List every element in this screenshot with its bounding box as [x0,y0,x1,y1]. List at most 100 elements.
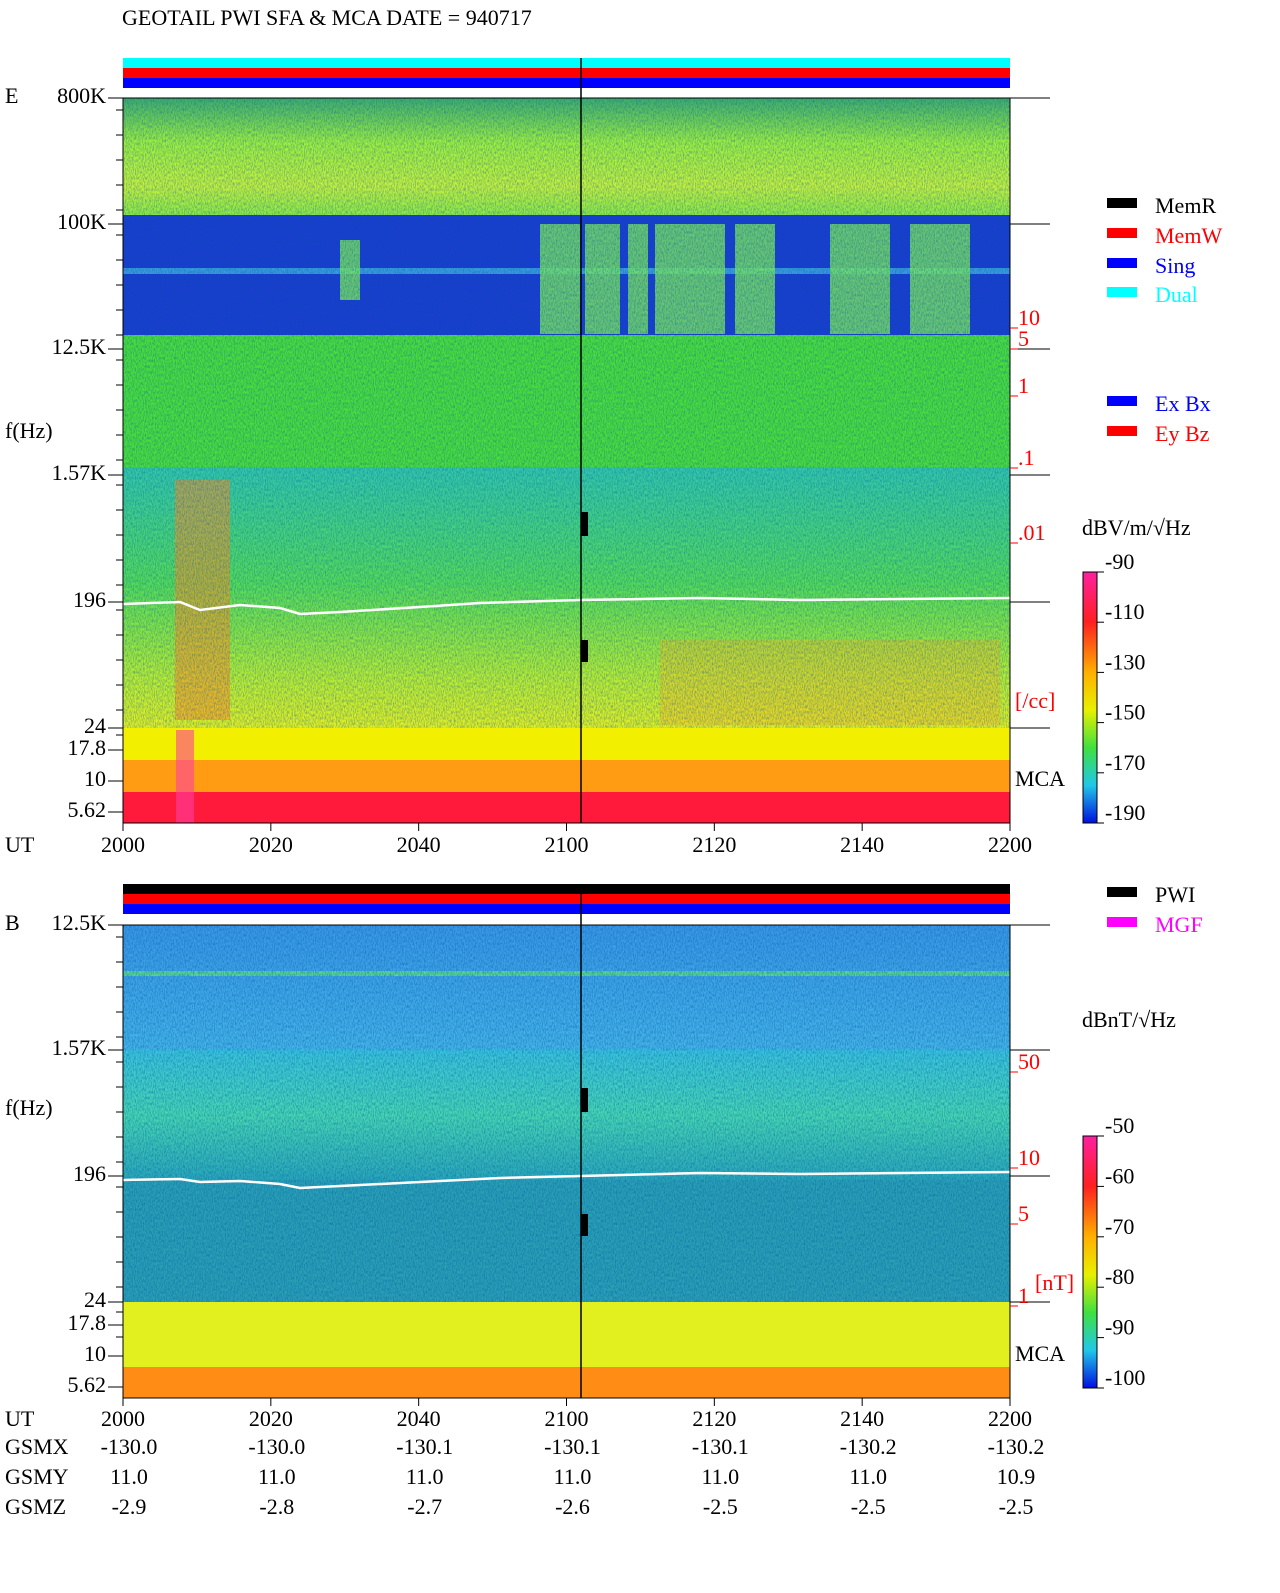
mode-bar [123,904,1010,914]
data-gap [581,512,588,536]
orbit-name: GSMX [5,1434,69,1459]
orbit-value: -2.7 [407,1494,442,1519]
density-tick-label: 10 [1018,305,1040,330]
x-tick-label: 2200 [988,832,1032,857]
y-tick-label: 1.57K [52,1035,107,1060]
orbit-value: 11.0 [554,1464,592,1489]
mca-label: MCA [1015,766,1065,791]
legend-label: MemR [1155,193,1216,218]
x-tick-label: 2000 [101,1406,145,1431]
y-tick-label: 800K [57,83,106,108]
colorbar-tick-label: -50 [1105,1113,1134,1138]
x-tick-label: 2040 [397,832,441,857]
x-tick-label: 2120 [692,1406,736,1431]
orbit-value: -130.0 [248,1434,305,1459]
orbit-value: -2.6 [555,1494,590,1519]
orbit-value: -130.1 [544,1434,601,1459]
orbit-value: -130.2 [840,1434,897,1459]
y-axis-label: f(Hz) [5,418,53,443]
y-tick-label: 17.8 [68,735,107,760]
colorbar-tick-label: -100 [1105,1365,1145,1390]
legend-label: Ex Bx [1155,391,1211,416]
colorbar-tick-label: -60 [1105,1163,1134,1188]
legend-label: Ey Bz [1155,421,1210,446]
y-tick-label: 5.62 [68,1372,107,1397]
orbit-value: 11.0 [406,1464,444,1489]
colorbar-tick-label: -110 [1105,599,1145,624]
spectrum-band [123,1367,1010,1398]
orbit-value: -2.5 [851,1494,886,1519]
mode-bar [123,58,1010,68]
panel-label: E [5,83,18,108]
density-unit: [/cc] [1015,688,1055,713]
colorbar [1082,1135,1098,1389]
title: GEOTAIL PWI SFA & MCA DATE = 940717 [122,5,532,30]
legend-label: MGF [1155,912,1203,937]
colorbar-tick-label: -190 [1105,800,1145,825]
colorbar-tick-label: -90 [1105,1315,1134,1340]
x-tick-label: 2200 [988,1406,1032,1431]
legend-label: MemW [1155,223,1222,248]
orbit-value: 11.0 [110,1464,148,1489]
orbit-value: -2.5 [703,1494,738,1519]
mode-bar [123,884,1010,894]
spectrum-band [123,728,1010,760]
orbit-value: -2.5 [999,1494,1034,1519]
spectrum-burst [176,730,194,823]
colorbar-tick-label: -130 [1105,649,1145,674]
orbit-value: -2.8 [259,1494,294,1519]
colorbar-label: dBV/m/√Hz [1082,515,1191,540]
y-tick-label: 24 [84,1287,106,1312]
spectrum-noise [123,98,1010,728]
x-tick-label: 2020 [249,1406,293,1431]
x-tick-label: 2140 [840,1406,884,1431]
y-tick-label: 17.8 [68,1310,107,1335]
density-tick-label: .1 [1018,445,1035,470]
x-tick-label: 2000 [101,832,145,857]
legend-swatch [1107,258,1137,268]
y-tick-label: 100K [57,209,106,234]
colorbar-tick-label: -90 [1105,549,1134,574]
legend-swatch [1107,917,1137,927]
density-line [122,596,1011,616]
y-axis-label: f(Hz) [5,1095,53,1120]
colorbar-tick-label: -70 [1105,1214,1134,1239]
density-tick-label: 10 [1018,1145,1040,1170]
mode-bar [123,78,1010,88]
mca-label: MCA [1015,1341,1065,1366]
colorbar-tick-label: -150 [1105,700,1145,725]
data-gap [581,1214,588,1236]
x-tick-label: 2120 [692,832,736,857]
colorbar-label: dBnT/√Hz [1082,1007,1176,1032]
density-tick-label: 1 [1018,1283,1029,1308]
density-tick-label: .01 [1018,520,1046,545]
orbit-value: -2.9 [112,1494,147,1519]
y-tick-label: 10 [84,766,106,791]
y-tick-label: 196 [73,587,106,612]
density-tick-label: 50 [1018,1049,1040,1074]
y-tick-label: 196 [73,1161,106,1186]
y-tick-label: 12.5K [52,334,107,359]
colorbar-tick-label: -80 [1105,1264,1134,1289]
mode-bar [123,68,1010,78]
legend-swatch [1107,287,1137,297]
x-axis-label: UT [5,832,35,857]
legend-swatch [1107,887,1137,897]
y-tick-label: 12.5K [52,910,107,935]
x-tick-label: 2020 [249,832,293,857]
orbit-name: GSMZ [5,1494,66,1519]
spectrum-band [123,760,1010,792]
x-axis-label: UT [5,1406,35,1431]
legend-label: Sing [1155,253,1195,278]
panel-label: B [5,910,20,935]
orbit-value: 11.0 [849,1464,887,1489]
spectrum-band [123,792,1010,823]
legend-swatch [1107,396,1137,406]
field-line [122,1170,1011,1190]
orbit-value: -130.1 [396,1434,453,1459]
legend-label: Dual [1155,282,1198,307]
mode-bar [123,894,1010,904]
density-unit: [nT] [1035,1270,1074,1295]
orbit-value: 11.0 [701,1464,739,1489]
